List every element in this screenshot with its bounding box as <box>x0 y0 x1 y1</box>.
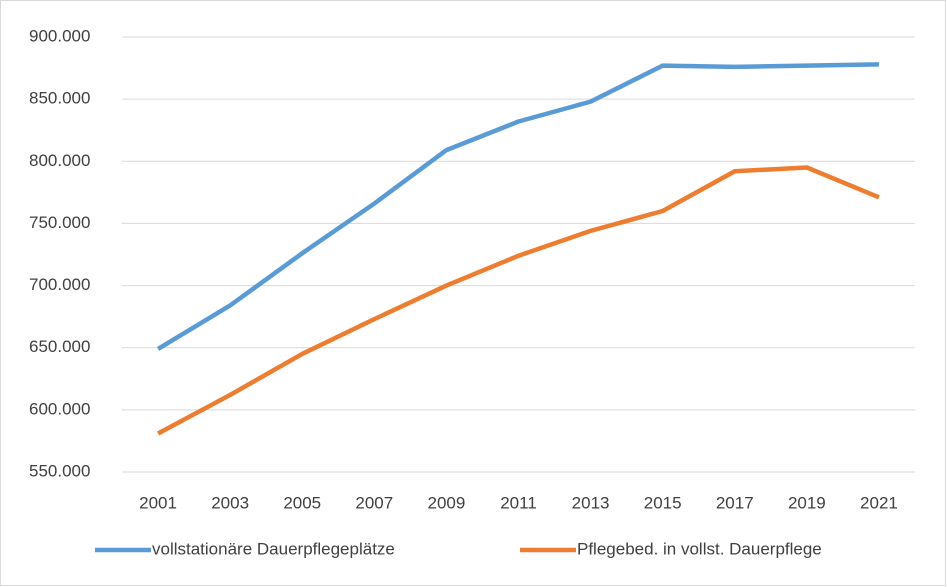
legend-label: vollstationäre Dauerpflegeplätze <box>152 539 395 558</box>
x-tick-label: 2005 <box>283 493 321 512</box>
x-tick-label: 2001 <box>139 493 177 512</box>
x-tick-label: 2019 <box>788 493 826 512</box>
x-tick-label: 2007 <box>355 493 393 512</box>
x-tick-label: 2013 <box>572 493 610 512</box>
y-tick-label: 800.000 <box>29 151 90 170</box>
y-tick-label: 600.000 <box>29 399 90 418</box>
y-tick-label: 850.000 <box>29 89 90 108</box>
y-tick-label: 750.000 <box>29 213 90 232</box>
y-tick-label: 550.000 <box>29 461 90 480</box>
line-series <box>156 62 879 351</box>
line-series <box>156 165 880 436</box>
y-tick-label: 650.000 <box>29 337 90 356</box>
x-tick-label: 2021 <box>860 493 898 512</box>
x-tick-label: 2015 <box>644 493 682 512</box>
x-tick-label: 2017 <box>716 493 754 512</box>
legend-label: Pflegebed. in vollst. Dauerpflege <box>577 539 822 558</box>
y-tick-label: 900.000 <box>29 26 90 45</box>
x-tick-label: 2009 <box>427 493 465 512</box>
y-tick-label: 700.000 <box>29 275 90 294</box>
x-tick-label: 2003 <box>211 493 249 512</box>
x-tick-label: 2011 <box>500 493 537 512</box>
